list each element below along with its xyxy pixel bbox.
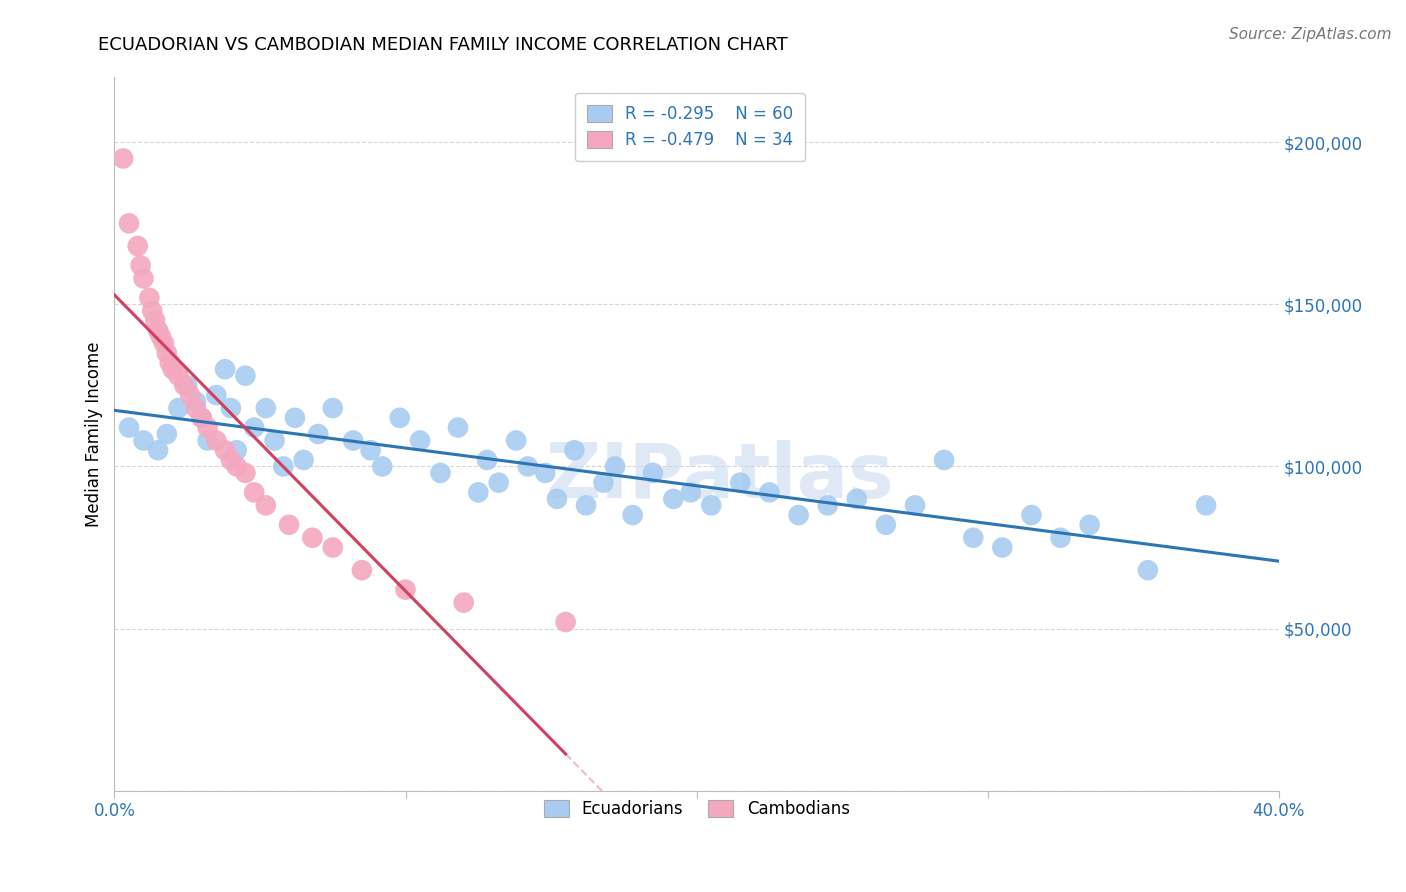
Point — [235, 466, 257, 480]
Point — [132, 271, 155, 285]
Point — [360, 443, 382, 458]
Point — [394, 582, 416, 597]
Point — [962, 531, 984, 545]
Point — [429, 466, 451, 480]
Point — [758, 485, 780, 500]
Point — [278, 517, 301, 532]
Point — [146, 323, 169, 337]
Point — [388, 410, 411, 425]
Point — [488, 475, 510, 490]
Point — [322, 401, 344, 415]
Point — [141, 303, 163, 318]
Point — [146, 443, 169, 458]
Text: ECUADORIAN VS CAMBODIAN MEDIAN FAMILY INCOME CORRELATION CHART: ECUADORIAN VS CAMBODIAN MEDIAN FAMILY IN… — [98, 36, 787, 54]
Point — [845, 491, 868, 506]
Point — [219, 401, 242, 415]
Point — [156, 427, 179, 442]
Point — [453, 596, 475, 610]
Point — [254, 401, 277, 415]
Point — [159, 356, 181, 370]
Point — [292, 453, 315, 467]
Point — [197, 434, 219, 448]
Point — [546, 491, 568, 506]
Point — [350, 563, 373, 577]
Point — [322, 541, 344, 555]
Point — [263, 434, 285, 448]
Point — [1078, 517, 1101, 532]
Point — [197, 420, 219, 434]
Point — [284, 410, 307, 425]
Point — [118, 216, 141, 230]
Point — [254, 499, 277, 513]
Point — [1049, 531, 1071, 545]
Point — [342, 434, 364, 448]
Point — [641, 466, 664, 480]
Point — [190, 410, 212, 425]
Point — [932, 453, 955, 467]
Point — [214, 443, 236, 458]
Point — [127, 239, 149, 253]
Point — [184, 401, 207, 415]
Point — [554, 615, 576, 629]
Point — [179, 388, 201, 402]
Point — [112, 152, 135, 166]
Point — [991, 541, 1014, 555]
Point — [662, 491, 685, 506]
Point — [235, 368, 257, 383]
Point — [371, 459, 394, 474]
Point — [516, 459, 538, 474]
Point — [787, 508, 810, 522]
Point — [167, 401, 190, 415]
Point — [605, 459, 627, 474]
Point — [167, 368, 190, 383]
Point — [475, 453, 498, 467]
Point — [184, 394, 207, 409]
Point — [564, 443, 586, 458]
Point — [1136, 563, 1159, 577]
Point — [301, 531, 323, 545]
Point — [143, 313, 166, 327]
Point — [132, 434, 155, 448]
Point — [162, 362, 184, 376]
Point — [505, 434, 527, 448]
Point — [214, 362, 236, 376]
Point — [176, 378, 198, 392]
Point — [243, 485, 266, 500]
Point — [447, 420, 470, 434]
Point — [817, 499, 839, 513]
Point — [621, 508, 644, 522]
Point — [700, 499, 723, 513]
Point — [575, 499, 598, 513]
Point — [467, 485, 489, 500]
Point — [1195, 499, 1218, 513]
Point — [679, 485, 702, 500]
Point — [129, 259, 152, 273]
Point — [409, 434, 432, 448]
Point — [730, 475, 752, 490]
Point — [205, 388, 228, 402]
Point — [534, 466, 557, 480]
Point — [205, 434, 228, 448]
Legend: Ecuadorians, Cambodians: Ecuadorians, Cambodians — [537, 794, 856, 825]
Point — [225, 443, 247, 458]
Point — [153, 336, 176, 351]
Point — [271, 459, 294, 474]
Point — [219, 453, 242, 467]
Point — [138, 291, 160, 305]
Text: ZIPatlas: ZIPatlas — [546, 440, 894, 514]
Y-axis label: Median Family Income: Median Family Income — [86, 342, 103, 527]
Point — [156, 346, 179, 360]
Point — [875, 517, 897, 532]
Point — [190, 410, 212, 425]
Point — [243, 420, 266, 434]
Point — [225, 459, 247, 474]
Point — [307, 427, 329, 442]
Point — [1021, 508, 1043, 522]
Text: Source: ZipAtlas.com: Source: ZipAtlas.com — [1229, 27, 1392, 42]
Point — [150, 330, 173, 344]
Point — [118, 420, 141, 434]
Point — [904, 499, 927, 513]
Point — [592, 475, 614, 490]
Point — [173, 378, 195, 392]
